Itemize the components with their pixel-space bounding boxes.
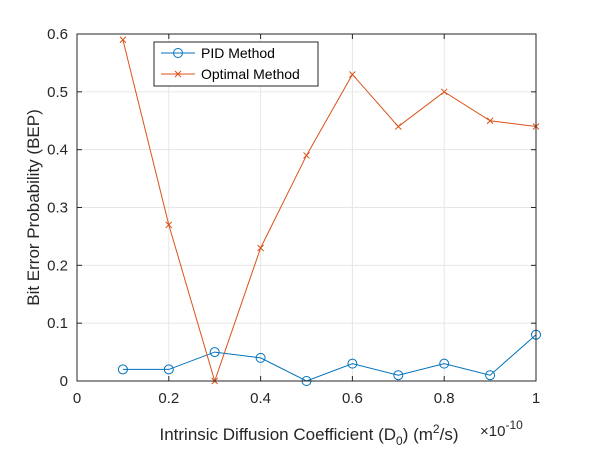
series-layer	[117, 36, 541, 386]
series-line-pid	[122, 334, 537, 382]
legend-entry-pid: PID Method	[161, 45, 275, 61]
data-point-pid	[163, 364, 174, 375]
data-point-optimal	[349, 71, 356, 78]
series-line-optimal	[122, 39, 537, 383]
y-tick-label: 0.3	[47, 200, 68, 217]
legend-entry-optimal: Optimal Method	[161, 66, 300, 82]
data-point-pid	[255, 352, 266, 363]
y-tick-label: 0.1	[47, 315, 68, 332]
data-point-optimal	[165, 221, 173, 229]
x-tick-label: 0.2	[158, 390, 179, 407]
x-tick-label: 0.6	[342, 390, 363, 407]
legend-marker-pid	[173, 48, 183, 58]
x-axis-label: Intrinsic Diffusion Coefficient (D0) (m2…	[159, 422, 458, 448]
data-point-pid	[347, 358, 358, 369]
y-tick-label: 0.6	[47, 26, 68, 43]
legend: PID Method Optimal Method	[153, 41, 319, 87]
series-optimal	[119, 36, 540, 385]
x-axis-exponent: ×10-10	[480, 418, 523, 440]
data-point-pid	[209, 347, 220, 358]
y-tick-label: 0.2	[47, 257, 68, 274]
data-point-optimal	[394, 123, 402, 130]
x-tick-label: 0.8	[434, 390, 455, 407]
legend-label-pid: PID Method	[201, 45, 275, 61]
x-tick-label: 1	[532, 390, 540, 407]
data-point-pid	[117, 364, 128, 375]
y-tick-label: 0.5	[47, 84, 68, 101]
data-point-optimal	[486, 117, 494, 125]
data-point-optimal	[257, 244, 264, 252]
y-tick-label: 0.4	[47, 142, 68, 159]
x-tick-label: 0	[73, 390, 81, 407]
data-point-optimal	[303, 152, 310, 159]
legend-marker-optimal	[174, 70, 182, 78]
data-point-pid	[485, 370, 496, 381]
data-point-optimal	[119, 36, 127, 44]
y-tick-label: 0	[60, 373, 68, 390]
data-point-pid	[393, 370, 404, 381]
ticks: 0 0.2 0.4 0.6 0.8 1 0 0.1 0.2 0.3 0.4 0.5 0.6	[47, 26, 540, 407]
x-tick-label: 0.4	[250, 390, 271, 407]
legend-label-optimal: Optimal Method	[201, 66, 300, 82]
data-point-optimal	[440, 88, 448, 96]
y-axis-label: Bit Error Probability (BEP)	[24, 109, 43, 306]
grid	[77, 34, 536, 381]
data-point-pid	[439, 358, 450, 369]
